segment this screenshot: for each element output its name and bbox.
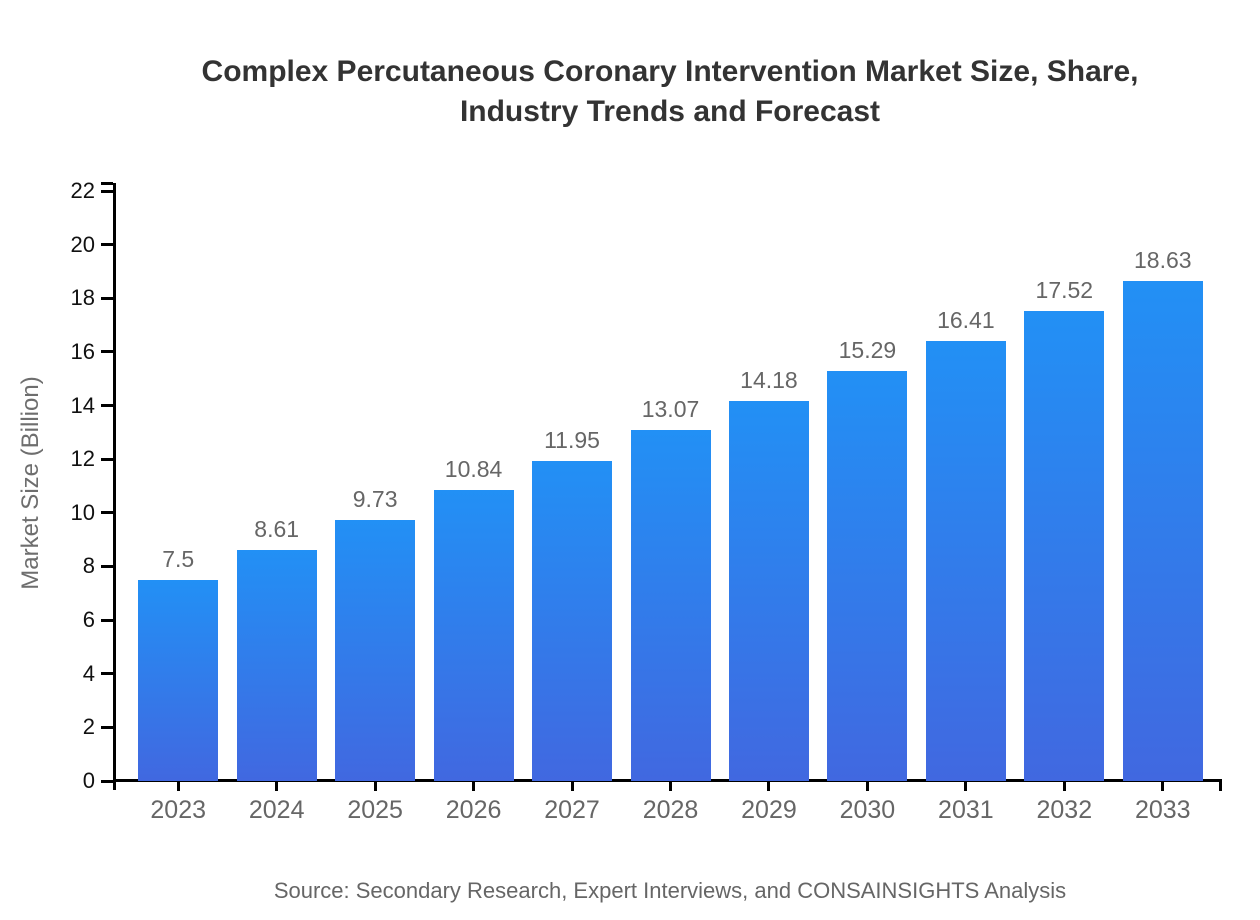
- x-axis-category-label: 2031: [938, 796, 994, 824]
- bar: [827, 370, 908, 781]
- y-axis-tick: [101, 564, 113, 568]
- y-axis-tick: [101, 243, 113, 247]
- x-axis-category-label: 2032: [1036, 796, 1093, 824]
- bar: [335, 520, 416, 781]
- x-axis-category-label: 2029: [741, 796, 797, 824]
- y-axis-tick: [101, 725, 113, 729]
- x-axis-tick: [1161, 782, 1165, 791]
- y-axis-tick: [101, 618, 113, 622]
- y-axis-tick-label: 6: [82, 607, 95, 633]
- bar-value-label: 10.84: [444, 456, 503, 483]
- y-axis-tick-label: 10: [70, 499, 95, 525]
- x-axis-tick: [964, 782, 968, 791]
- y-axis-tick-label: 16: [70, 338, 95, 364]
- bar: [1024, 311, 1105, 781]
- bar-value-label: 15.29: [838, 336, 897, 363]
- x-axis-tick: [472, 782, 476, 791]
- y-axis-tick: [101, 511, 113, 515]
- y-axis-tick-label: 4: [82, 660, 95, 686]
- bar-value-label: 7.5: [162, 545, 195, 572]
- y-axis-tick-label: 20: [70, 231, 95, 257]
- x-axis-tick: [865, 782, 869, 791]
- x-axis-category-label: 2023: [150, 796, 207, 824]
- x-axis-tick: [570, 782, 574, 791]
- chart-title-line-2: Industry Trends and Forecast: [459, 95, 881, 128]
- x-axis-category-label: 2024: [248, 796, 305, 824]
- y-axis-tick-label: 14: [70, 392, 95, 418]
- bar-value-label: 16.41: [937, 306, 995, 333]
- y-axis-tick-label: 8: [82, 553, 95, 579]
- y-axis-end-cap: [101, 182, 113, 185]
- x-axis-category-label: 2026: [445, 796, 502, 824]
- x-axis-tick: [767, 782, 771, 791]
- bar-value-label: 9.73: [352, 486, 398, 513]
- bar-value-label: 17.52: [1035, 277, 1094, 304]
- x-axis-category-label: 2028: [642, 796, 699, 824]
- x-axis-tick: [275, 782, 279, 791]
- y-axis-tick-label: 0: [82, 768, 95, 793]
- x-axis-category-label: 2030: [839, 796, 896, 824]
- x-axis-end-tick: [1219, 782, 1222, 791]
- bar: [433, 490, 514, 781]
- y-axis-tick: [101, 779, 113, 783]
- y-axis-tick-label: 18: [70, 285, 95, 311]
- y-axis-title: Market Size (Billion): [17, 376, 44, 590]
- bar-value-label: 14.18: [740, 366, 798, 393]
- x-axis-tick: [373, 782, 377, 791]
- bar: [532, 460, 613, 781]
- x-axis-category-label: 2025: [347, 796, 403, 824]
- bar: [728, 400, 809, 781]
- x-axis-tick: [1062, 782, 1066, 791]
- y-axis-tick: [101, 296, 113, 300]
- y-axis-tick-label: 12: [70, 446, 95, 472]
- bar: [1122, 281, 1203, 781]
- y-axis-line: [113, 183, 116, 790]
- bar: [236, 550, 317, 781]
- x-axis-category-label: 2033: [1134, 796, 1191, 824]
- bar: [138, 579, 219, 781]
- x-axis-category-label: 2027: [544, 796, 600, 824]
- y-axis-tick: [101, 350, 113, 354]
- bar-value-label: 8.61: [254, 516, 300, 543]
- bar: [630, 430, 711, 781]
- y-axis-tick: [101, 457, 113, 461]
- x-axis-tick: [176, 782, 180, 791]
- bar: [925, 340, 1006, 781]
- chart-title: Complex Percutaneous Coronary Interventi…: [80, 52, 1260, 132]
- chart-title-line-1: Complex Percutaneous Coronary Interventi…: [201, 55, 1139, 88]
- y-axis-tick-label: 22: [70, 178, 95, 203]
- y-axis-tick: [101, 672, 113, 676]
- bar-value-label: 18.63: [1133, 247, 1192, 274]
- bar-value-label: 13.07: [641, 396, 700, 423]
- source-note: Source: Secondary Research, Expert Inter…: [273, 878, 1067, 903]
- y-axis-tick-label: 2: [82, 714, 95, 740]
- bar-value-label: 11.95: [544, 426, 600, 453]
- x-axis-tick: [669, 782, 672, 791]
- y-axis-tick: [101, 189, 113, 193]
- y-axis-tick: [101, 404, 113, 408]
